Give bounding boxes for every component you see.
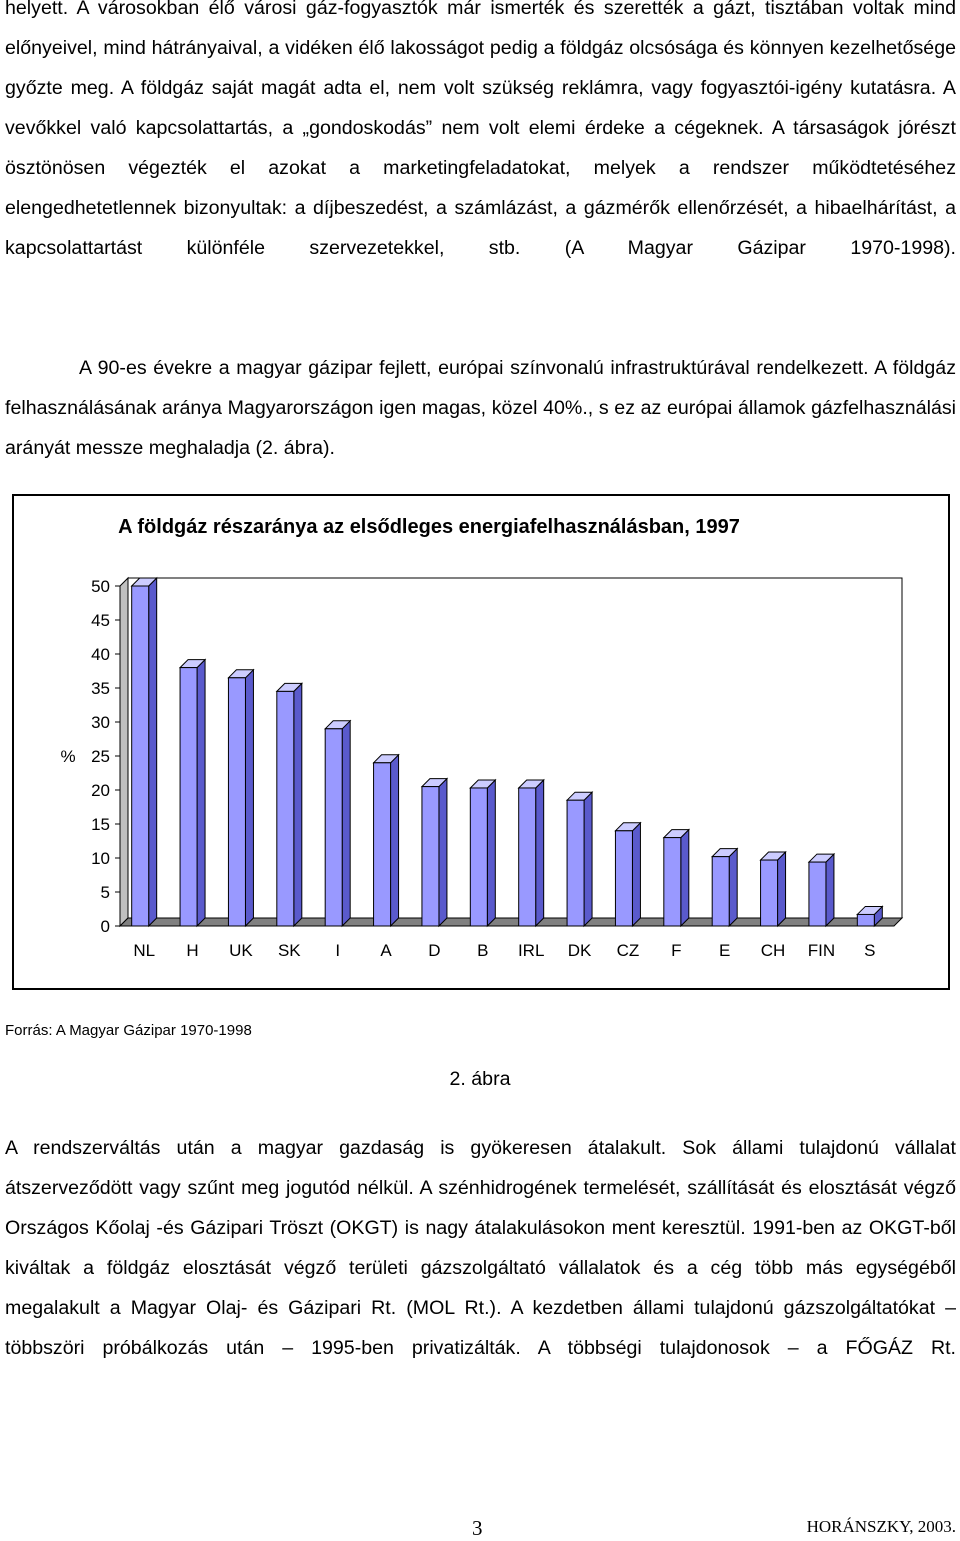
bar-S [856, 913, 875, 927]
x-tick-label: A [380, 941, 392, 960]
y-tick-label: 20 [91, 781, 110, 800]
paragraph-top: helyett. A városokban élő városi gáz-fog… [5, 0, 956, 259]
bar-I [324, 728, 343, 927]
bar-E [711, 856, 730, 927]
x-tick-label: H [186, 941, 198, 960]
bar-CH [760, 859, 779, 927]
y-tick-label: 40 [91, 645, 110, 664]
y-tick-label: 10 [91, 849, 110, 868]
y-tick-label: 35 [91, 679, 110, 698]
bar-side [535, 778, 545, 928]
y-tick-label: 0 [101, 917, 110, 936]
x-tick-label: DK [568, 941, 592, 960]
x-tick-label: B [477, 941, 488, 960]
chart-floor [118, 917, 904, 927]
bar-side [341, 719, 351, 928]
bar-IRL [518, 787, 537, 927]
bar-CZ [614, 830, 633, 927]
bar-side [148, 576, 158, 928]
x-tick-label: E [719, 941, 730, 960]
figure-caption: 2. ábra [449, 1068, 511, 1090]
bar-side [390, 753, 400, 928]
paragraph-gas-industry-90s: A 90-es évekre a magyar gázipar fejlett,… [5, 357, 956, 459]
x-tick-label: CH [761, 941, 786, 960]
bar-side [438, 777, 448, 928]
x-tick-label: D [428, 941, 440, 960]
x-tick-label: UK [229, 941, 253, 960]
bar-A [373, 762, 392, 927]
x-tick-label: S [864, 941, 875, 960]
y-tick-label: 30 [91, 713, 110, 732]
chart-source-note: Forrás: A Magyar Gázipar 1970-1998 [5, 1022, 252, 1039]
bar-side [680, 828, 690, 928]
paragraph-bottom: A rendszerváltás után a magyar gazdaság … [5, 1137, 956, 1359]
y-axis-label: % [60, 747, 75, 766]
x-tick-label: F [671, 941, 681, 960]
chart-title: A földgáz részaránya az elsődleges energ… [118, 516, 740, 538]
bar-F [663, 837, 682, 927]
y-tick-label: 5 [101, 883, 110, 902]
chart-frame: A földgáz részaránya az elsődleges energ… [12, 494, 950, 990]
bar-side [631, 821, 641, 928]
x-tick-label: SK [278, 941, 301, 960]
bar-side [777, 850, 787, 928]
bar-side [728, 847, 738, 928]
y-tick-label: 50 [91, 577, 110, 596]
bar-NL [131, 585, 150, 927]
bar-side [293, 682, 303, 928]
x-tick-label: CZ [617, 941, 640, 960]
x-tick-label: IRL [518, 941, 544, 960]
bar-side [486, 778, 496, 928]
bar-B [469, 787, 488, 927]
bar-side [825, 852, 835, 928]
y-tick-label: 25 [91, 747, 110, 766]
bar-DK [566, 799, 585, 927]
bar-side [196, 658, 206, 928]
x-tick-label: FIN [808, 941, 835, 960]
y-tick-label: 45 [91, 611, 110, 630]
bar-H [179, 667, 198, 927]
bar-SK [276, 690, 295, 927]
y-tick-label: 15 [91, 815, 110, 834]
x-tick-label: NL [133, 941, 155, 960]
x-tick-label: I [335, 941, 340, 960]
page-number: 3 [472, 1516, 483, 1540]
footer-author: HORÁNSZKY, 2003. [806, 1517, 956, 1536]
chart-side-wall [119, 576, 129, 928]
bar-chart: A földgáz részaránya az elsődleges energ… [60, 516, 904, 960]
bar-side [583, 790, 593, 928]
bar-UK [227, 677, 246, 927]
bar-FIN [808, 861, 827, 927]
bar-side [244, 668, 254, 928]
bar-D [421, 786, 440, 927]
